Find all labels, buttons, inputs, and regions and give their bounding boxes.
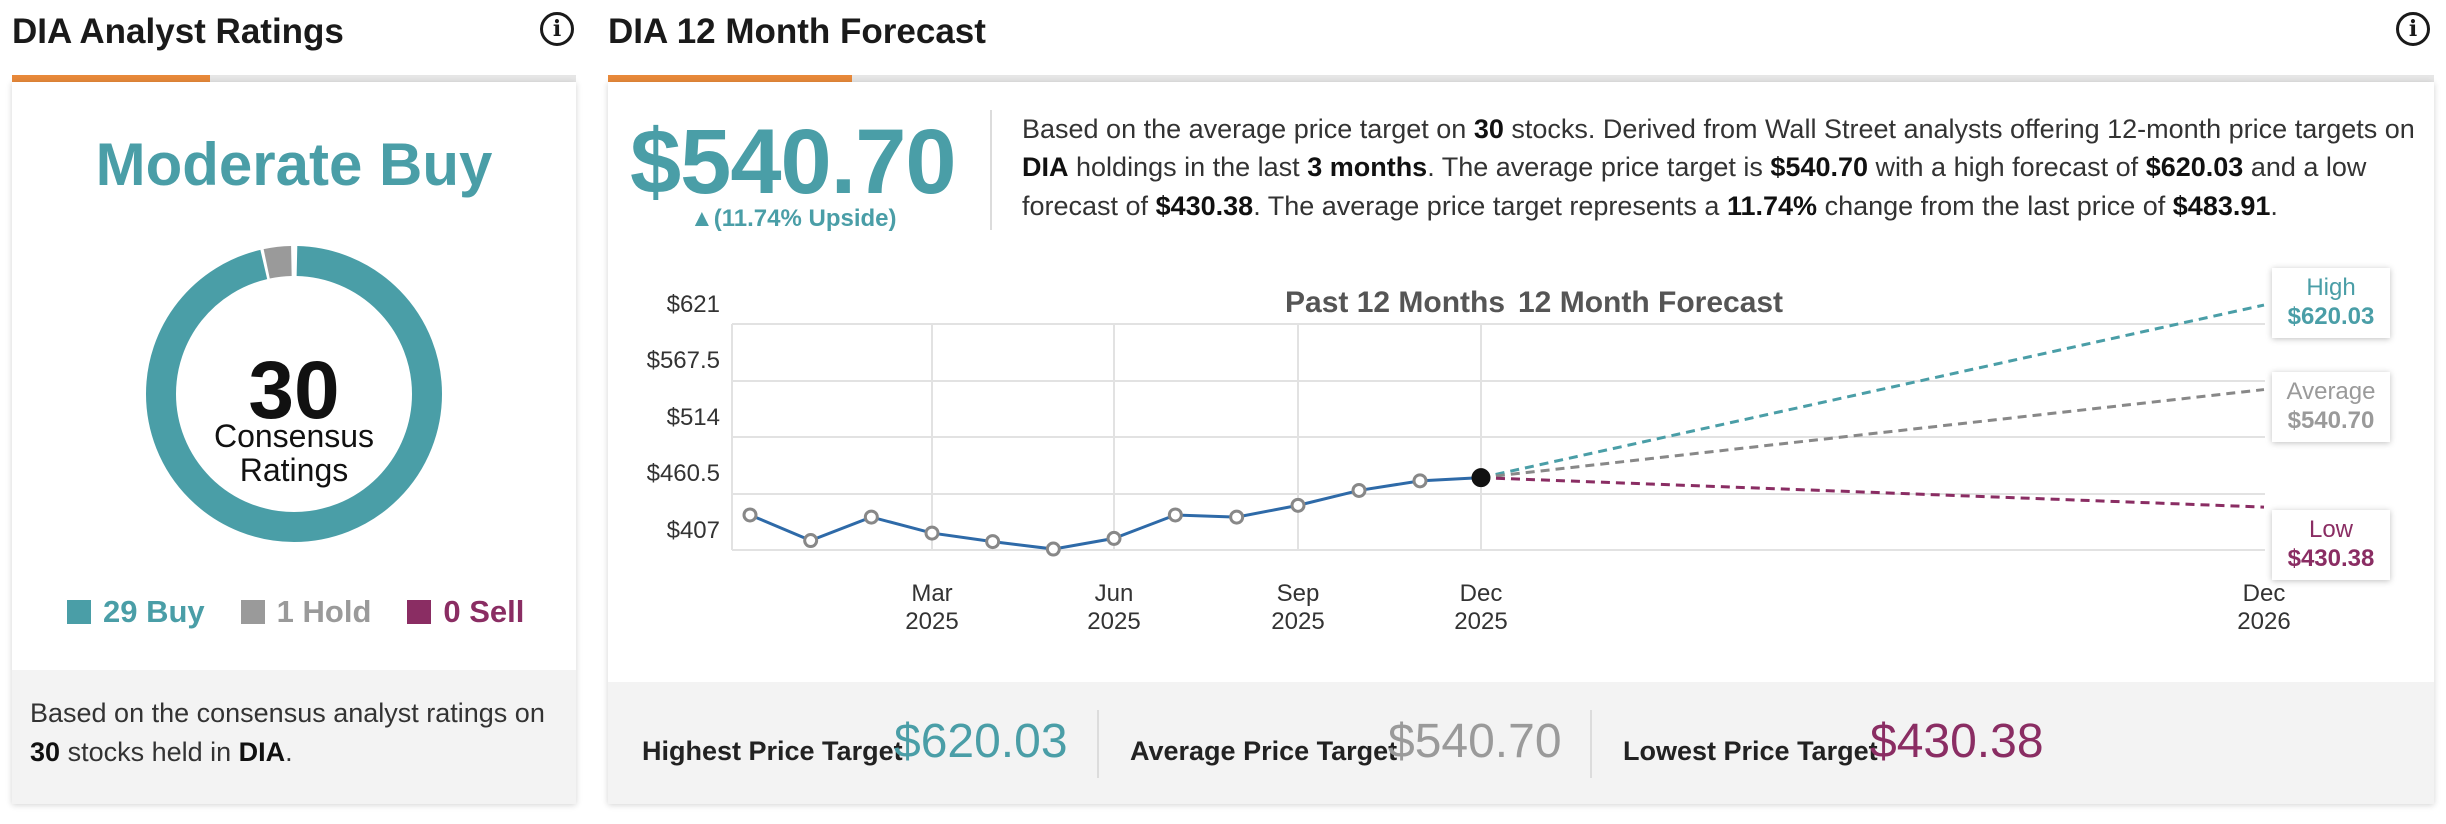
- forecast-divider: [608, 75, 2434, 82]
- donut-buy-segment: [146, 246, 442, 542]
- average-target-value: $540.70: [1388, 715, 1562, 768]
- high-callout-label: High: [2306, 274, 2356, 301]
- legend-hold: 1 Hold: [240, 594, 372, 630]
- chart-header-future: 12 Month Forecast: [1518, 286, 1784, 319]
- highest-target-label: Highest Price Target: [642, 736, 903, 766]
- footnote-ticker: DIA: [238, 737, 286, 768]
- forecast-title: DIA 12 Month Forecast: [608, 12, 986, 51]
- highest-target-value: $620.03: [894, 715, 1068, 768]
- lowest-target-value: $430.38: [1870, 715, 2044, 768]
- x-tick-year: 2025: [1271, 607, 1325, 635]
- buy-swatch: [67, 600, 91, 624]
- history-point[interactable]: [1229, 509, 1245, 525]
- chart-series: [742, 303, 2265, 557]
- footnote-count: 30: [30, 737, 61, 768]
- current-price-point[interactable]: [1471, 468, 1491, 488]
- average-callout: Average $540.70: [2272, 372, 2390, 442]
- history-point[interactable]: [985, 534, 1001, 550]
- y-tick: $514: [666, 404, 720, 431]
- legend-sell: 0 Sell: [407, 594, 524, 630]
- lowest-target-label: Lowest Price Target: [1623, 736, 1878, 766]
- chart-header-past: Past 12 Months: [1285, 286, 1506, 319]
- y-tick: $407: [666, 517, 720, 544]
- ratings-title: DIA Analyst Ratings: [12, 12, 344, 51]
- history-point[interactable]: [863, 509, 879, 525]
- history-point[interactable]: [742, 507, 758, 523]
- high-callout-value: $620.03: [2287, 302, 2375, 330]
- sell-swatch: [407, 600, 432, 624]
- strip-divider: [1590, 710, 1592, 778]
- x-tick-month: Mar: [911, 580, 953, 607]
- x-tick-month: Jun: [1094, 580, 1134, 607]
- consensus-count: 30: [248, 345, 340, 436]
- legend-buy: 29 Buy: [67, 594, 205, 630]
- x-tick-month: Sep: [1276, 580, 1320, 607]
- ratings-card: Moderate Buy 30 Consensus Ratings 29 Buy…: [12, 82, 576, 804]
- average-callout-value: $540.70: [2287, 406, 2375, 434]
- avg-price-target: $540.70: [630, 111, 957, 213]
- ratings-legend: 29 Buy 1 Hold 0 Sell: [67, 594, 524, 630]
- y-tick: $460.5: [646, 460, 720, 487]
- low-callout-value: $430.38: [2287, 544, 2375, 572]
- low-callout-label: Low: [2308, 516, 2354, 543]
- footnote-period: .: [285, 737, 293, 768]
- upside-percent: ▲(11.74% Upside): [690, 205, 897, 232]
- legend-sell-label: 0 Sell: [443, 594, 525, 629]
- history-point[interactable]: [1290, 497, 1306, 513]
- chart-grid: [731, 323, 2265, 551]
- price-targets-strip: [608, 682, 2434, 804]
- x-tick: Mar 2025: [872, 580, 992, 635]
- consensus-label-line2: Ratings: [239, 452, 349, 488]
- x-tick-year: 2025: [905, 607, 959, 635]
- legend-hold-label: 1 Hold: [276, 594, 372, 629]
- consensus-label-line1: Consensus: [213, 418, 375, 454]
- x-tick-month: Dec: [2242, 580, 2286, 607]
- x-tick-year: 2026: [2237, 607, 2291, 635]
- x-tick: Jun 2025: [1054, 580, 1174, 635]
- forecast-line-high: [1480, 303, 2265, 480]
- ratings-divider: [12, 75, 576, 82]
- history-point[interactable]: [1412, 473, 1428, 489]
- ratings-divider-accent: [12, 75, 210, 82]
- forecast-description: Based on the average price target on 30 …: [1022, 114, 2415, 221]
- history-point[interactable]: [1045, 541, 1061, 557]
- ratings-donut: [146, 246, 442, 542]
- ratings-footnote: Based on the consensus analyst ratings o…: [12, 670, 576, 804]
- y-tick: $621: [666, 291, 720, 318]
- history-point[interactable]: [1351, 482, 1367, 498]
- average-callout-label: Average: [2286, 378, 2376, 405]
- header-divider: [990, 110, 992, 230]
- forecast-line-low: [1480, 476, 2265, 509]
- history-point[interactable]: [803, 533, 819, 549]
- x-tick: Sep 2025: [1238, 580, 1358, 635]
- hold-swatch: [240, 600, 265, 624]
- low-callout: Low $430.38: [2272, 510, 2390, 580]
- high-callout: High $620.03: [2272, 268, 2390, 338]
- info-icon[interactable]: i: [2396, 12, 2430, 46]
- x-tick-month: Dec: [1459, 580, 1503, 607]
- x-tick-year: 2025: [1087, 607, 1141, 635]
- x-tick-year: 2025: [1454, 607, 1508, 635]
- info-icon[interactable]: i: [540, 12, 574, 46]
- average-target-label: Average Price Target: [1130, 736, 1398, 766]
- y-tick: $567.5: [646, 347, 720, 374]
- footnote-text: Based on the consensus analyst ratings o…: [30, 698, 545, 728]
- x-tick: Dec 2025: [1421, 580, 1541, 635]
- legend-buy-label: 29 Buy: [103, 594, 205, 629]
- x-tick: Dec 2026: [2204, 580, 2324, 635]
- history-point[interactable]: [924, 525, 940, 541]
- forecast-divider-accent: [608, 75, 852, 82]
- history-point[interactable]: [1167, 507, 1183, 523]
- footnote-text-2: stocks held in: [67, 737, 232, 768]
- strip-divider: [1097, 710, 1099, 778]
- history-point[interactable]: [1106, 530, 1122, 546]
- consensus-label: Moderate Buy: [95, 131, 493, 198]
- forecast-line-average: [1480, 388, 2265, 480]
